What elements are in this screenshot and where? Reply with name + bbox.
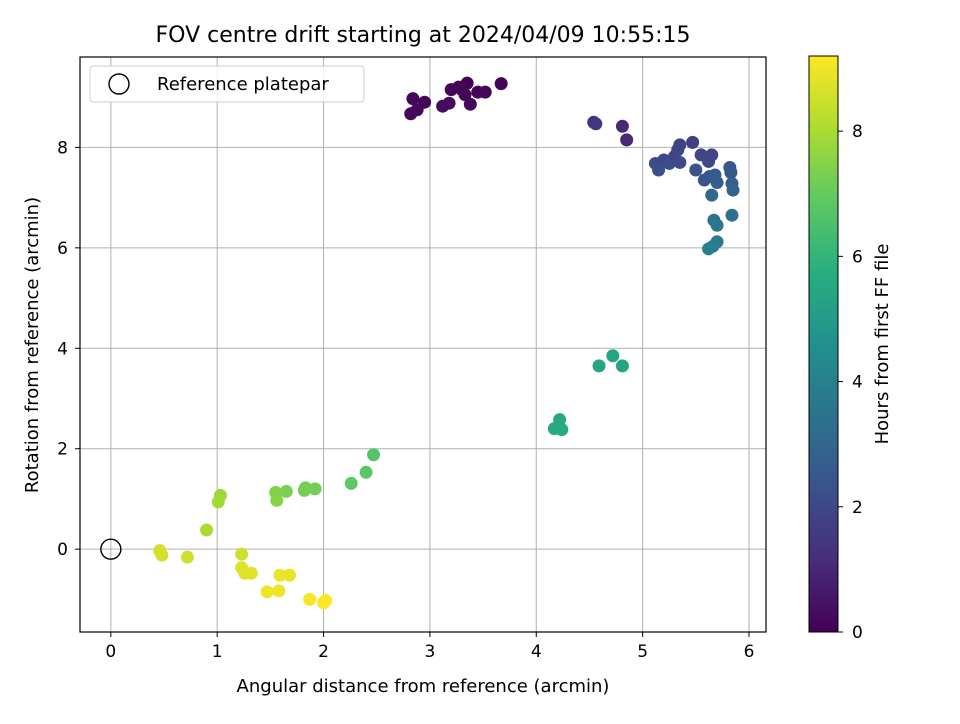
data-point: [478, 85, 492, 99]
data-point: [260, 585, 274, 599]
data-point: [211, 495, 225, 509]
colorbar-tick-label: 4: [852, 373, 863, 393]
chart-title: FOV centre drift starting at 2024/04/09 …: [156, 23, 691, 48]
data-point: [279, 484, 293, 498]
data-point: [273, 568, 287, 582]
colorbar-tick-label: 0: [852, 623, 863, 643]
data-point: [615, 359, 629, 373]
data-point: [705, 148, 719, 162]
legend: Reference platepar: [89, 65, 365, 103]
data-point: [689, 163, 703, 177]
x-ticks: 0 1 2 3 4 5 6: [105, 632, 754, 662]
data-point: [367, 448, 381, 462]
data-point: [359, 465, 373, 479]
x-tick-label: 0: [105, 642, 116, 662]
data-point: [592, 359, 606, 373]
colorbar-label: Hours from first FF file: [872, 244, 893, 445]
data-point: [620, 133, 634, 147]
data-point: [555, 423, 569, 437]
data-point: [235, 547, 249, 561]
y-tick-label: 4: [57, 339, 68, 359]
grid: [80, 57, 766, 632]
data-point: [303, 592, 317, 606]
data-point: [272, 584, 286, 598]
data-point: [200, 523, 214, 537]
data-point: [406, 92, 420, 106]
data-point: [418, 95, 432, 109]
data-point: [710, 218, 724, 232]
plot-frame: [79, 56, 767, 633]
reference-marker: [100, 538, 122, 560]
reference-marker-group: [100, 538, 122, 560]
colorbar-tick-label: 8: [852, 122, 863, 142]
data-point: [319, 593, 333, 607]
x-tick-label: 4: [531, 642, 542, 662]
data-point: [455, 83, 469, 97]
data-point: [686, 135, 700, 149]
data-points: [153, 76, 740, 610]
data-point: [283, 568, 297, 582]
x-tick-label: 1: [212, 642, 223, 662]
colorbar-tick-label: 6: [852, 247, 863, 267]
data-point: [270, 493, 284, 507]
data-point: [652, 163, 666, 177]
data-point: [155, 548, 169, 562]
y-ticks: 0 2 4 6 8: [57, 138, 80, 560]
data-point: [589, 117, 603, 131]
data-point: [710, 176, 724, 190]
y-tick-label: 2: [57, 440, 68, 460]
x-tick-label: 2: [318, 642, 329, 662]
colorbar-ticks: 0 2 4 6 8: [838, 122, 863, 643]
x-axis-label: Angular distance from reference (arcmin): [237, 676, 610, 697]
data-point: [724, 166, 738, 180]
y-tick-label: 0: [57, 540, 68, 560]
legend-box: [89, 65, 365, 103]
data-point: [673, 138, 687, 152]
data-point: [494, 77, 508, 91]
data-point: [344, 476, 358, 490]
data-point: [244, 566, 258, 580]
data-point: [705, 188, 719, 202]
data-point: [442, 96, 456, 110]
x-tick-label: 5: [637, 642, 648, 662]
data-point: [308, 482, 322, 496]
legend-label: Reference platepar: [157, 74, 329, 95]
data-point: [463, 97, 477, 111]
x-tick-label: 3: [424, 642, 435, 662]
y-tick-label: 8: [57, 138, 68, 158]
data-point: [606, 349, 620, 363]
colorbar-gradient: [808, 55, 839, 633]
colorbar-tick-label: 2: [852, 498, 863, 518]
data-point: [297, 483, 311, 497]
data-point: [725, 208, 739, 222]
data-point: [673, 155, 687, 169]
y-axis-label: Rotation from reference (arcmin): [22, 197, 43, 493]
data-point: [702, 242, 716, 256]
y-tick-label: 6: [57, 239, 68, 259]
x-tick-label: 6: [744, 642, 755, 662]
data-point: [180, 550, 194, 564]
colorbar: 0 2 4 6 8 Hours from first FF file: [808, 55, 893, 643]
data-point: [615, 119, 629, 133]
data-point: [726, 183, 740, 197]
legend-marker: [108, 73, 130, 95]
